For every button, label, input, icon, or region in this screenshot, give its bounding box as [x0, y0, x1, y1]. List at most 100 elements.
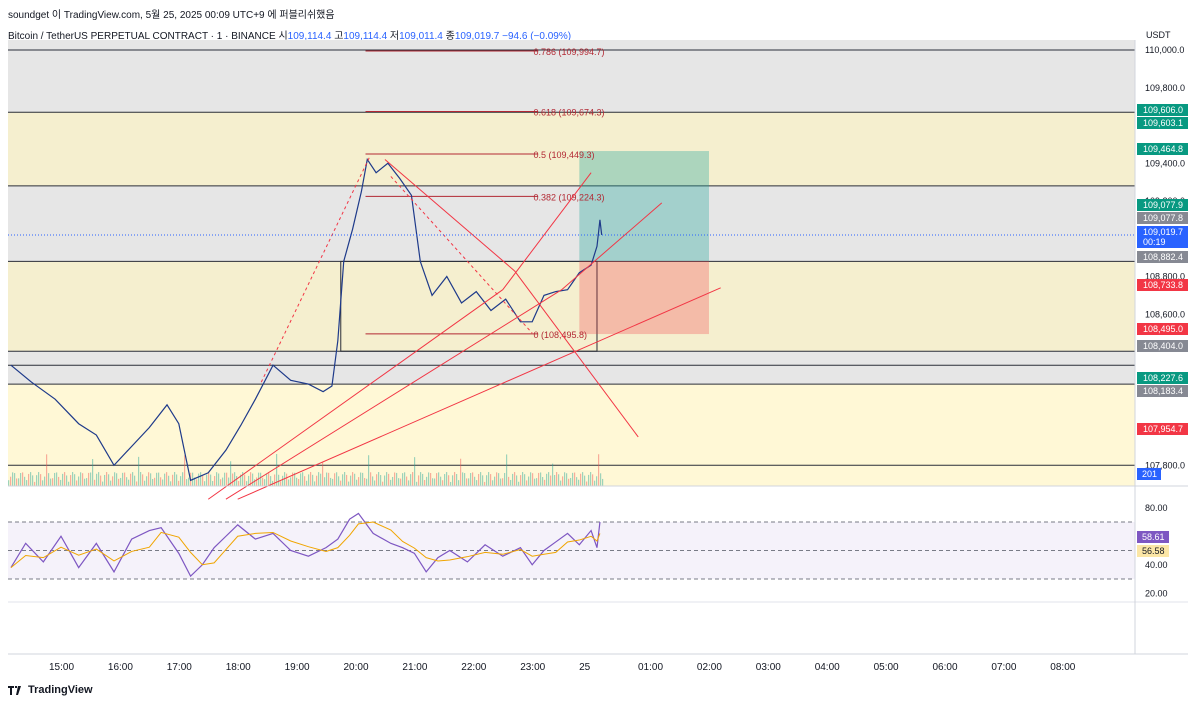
volume-bar	[382, 481, 384, 486]
volume-bar	[418, 475, 420, 486]
price-label-badge	[1137, 143, 1188, 155]
price-label-badge	[1137, 385, 1188, 397]
volume-bar	[546, 473, 548, 486]
volume-bar	[206, 474, 208, 486]
volume-bar	[144, 480, 146, 486]
volume-bar	[288, 479, 290, 486]
volume-bar	[426, 476, 428, 486]
volume-bar	[234, 472, 236, 486]
volume-bar	[590, 472, 592, 486]
volume-bar	[264, 479, 266, 486]
fib-level-label: 0 (108,495.8)	[534, 330, 588, 340]
volume-bar	[508, 476, 510, 486]
volume-bar	[324, 477, 326, 486]
volume-bar	[120, 477, 122, 486]
volume-bar	[578, 479, 580, 486]
volume-bar	[180, 476, 182, 486]
volume-bar	[328, 472, 330, 486]
rsi-value-text: 58.61	[1142, 532, 1165, 542]
volume-bar	[280, 481, 282, 486]
volume-bar	[232, 473, 234, 486]
volume-bar	[14, 473, 16, 486]
volume-bar	[574, 472, 576, 486]
volume-bar	[88, 472, 90, 486]
volume-bar	[556, 472, 558, 486]
volume-bar	[112, 476, 114, 486]
price-label-text: 109,603.1	[1143, 118, 1183, 128]
volume-bar	[390, 479, 392, 486]
volume-bar	[168, 475, 170, 486]
price-label-badge	[1137, 212, 1188, 224]
volume-bar	[262, 477, 264, 486]
volume-bar	[504, 472, 506, 486]
volume-bar	[148, 472, 150, 486]
volume-bar	[524, 474, 526, 486]
volume-bar	[118, 478, 120, 486]
countdown-badge	[1137, 236, 1188, 248]
volume-bar	[366, 478, 368, 486]
volume-bar	[562, 476, 564, 486]
trendline	[237, 287, 721, 500]
price-tick-label: 109,400.0	[1145, 158, 1185, 168]
volume-bar	[30, 472, 32, 486]
volume-bar	[200, 472, 202, 486]
volume-bar	[428, 472, 430, 486]
volume-bar	[420, 472, 422, 486]
time-tick-label: 22:00	[461, 662, 486, 673]
trendline	[384, 159, 515, 272]
volume-bar	[310, 472, 312, 486]
volume-bar	[146, 476, 148, 486]
volume-bar	[348, 481, 350, 486]
volume-bar	[86, 478, 88, 486]
volume-bar	[544, 479, 546, 486]
close-value: 109,019.7	[454, 31, 500, 42]
volume-bar	[486, 475, 488, 486]
brand-name: TradingView	[28, 684, 93, 696]
tradingview-branding[interactable]: TradingView	[8, 684, 93, 696]
position-stop-zone	[579, 260, 709, 335]
volume-bar	[214, 476, 216, 486]
volume-bar	[312, 474, 314, 486]
volume-bar	[362, 472, 364, 486]
volume-bar	[104, 474, 106, 486]
volume-bar	[320, 473, 322, 486]
rsi-tick-label: 20.00	[1145, 588, 1168, 598]
volume-bar	[466, 478, 468, 486]
price-label-badge	[1137, 423, 1188, 435]
volume-bar	[256, 477, 258, 486]
volume-bar	[254, 479, 256, 486]
volume-bar	[334, 473, 336, 486]
volume-bar	[80, 472, 82, 486]
volume-bar	[400, 478, 402, 486]
volume-bar	[602, 478, 604, 486]
volume-bar	[360, 472, 362, 486]
volume-bar	[16, 478, 18, 486]
volume-bar	[336, 472, 338, 486]
volume-bar	[292, 472, 294, 486]
volume-bar	[370, 472, 372, 486]
price-label-badge	[1137, 117, 1188, 129]
symbol-line: Bitcoin / TetherUS PERPETUAL CONTRACT · …	[8, 27, 571, 42]
volume-bar	[202, 475, 204, 486]
volume-bar	[132, 472, 134, 486]
volume-bar	[368, 455, 370, 486]
volume-bar	[560, 480, 562, 486]
volume-bar	[522, 472, 524, 486]
volume-bar	[518, 481, 520, 486]
close-label: 종	[445, 31, 455, 42]
volume-bar	[198, 473, 200, 486]
volume-bar	[108, 474, 110, 486]
volume-bar	[100, 475, 102, 486]
price-label-text: 109,464.8	[1143, 144, 1183, 154]
volume-bar	[114, 472, 116, 486]
volume-bar	[196, 479, 198, 486]
volume-bar	[70, 475, 72, 486]
volume-bar	[140, 472, 142, 486]
volume-bar	[440, 476, 442, 486]
volume-bar	[224, 472, 226, 486]
volume-bar	[454, 472, 456, 486]
volume-bar	[50, 478, 52, 486]
symbol-name[interactable]: Bitcoin / TetherUS PERPETUAL CONTRACT · …	[8, 31, 276, 42]
